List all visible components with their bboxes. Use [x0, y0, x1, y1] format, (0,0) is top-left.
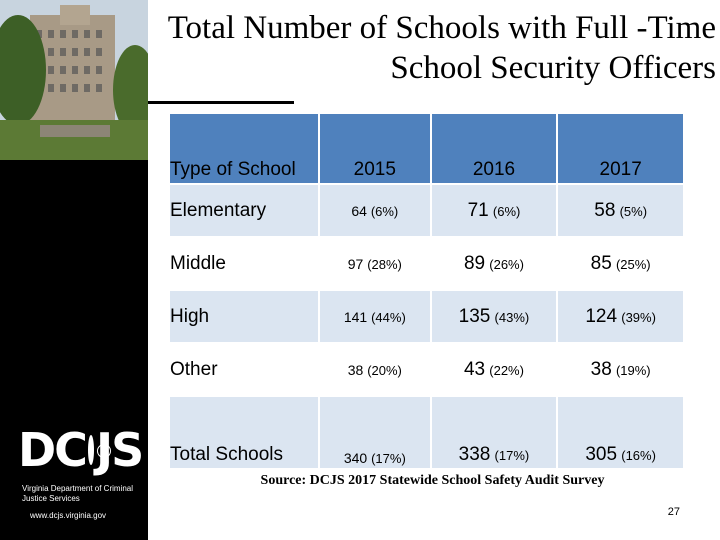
dcjs-logo: DC JS	[18, 423, 144, 477]
cell-2015: 340 (17%)	[320, 397, 432, 470]
table-row: Middle 97 (28%) 89 (26%) 85 (25%)	[170, 238, 685, 291]
percent: (22%)	[489, 362, 524, 378]
percent: (39%)	[621, 309, 656, 325]
row-label: Total Schools	[170, 397, 320, 470]
title-divider	[148, 101, 294, 104]
row-label: High	[170, 291, 320, 344]
cell-2015: 38 (20%)	[320, 344, 432, 397]
percent: (43%)	[494, 309, 530, 325]
cell-2016: 338 (17%)	[431, 397, 559, 470]
cell-2015: 141 (44%)	[320, 291, 432, 344]
count: 340	[343, 450, 368, 466]
count: 141	[343, 308, 368, 325]
count: 97	[347, 255, 364, 272]
sidebar: DC JS Virginia Department of Criminal Ju…	[0, 0, 148, 540]
cell-2016: 71 (6%)	[431, 185, 559, 238]
security-officers-table: Type of School 2015 2016 2017 Elementary…	[170, 114, 685, 470]
percent: (17%)	[371, 451, 406, 466]
percent: (28%)	[367, 256, 402, 272]
department-name: Virginia Department of Criminal Justice …	[22, 484, 134, 503]
header-2017: 2017	[558, 114, 685, 185]
cell-2017: 124 (39%)	[558, 291, 685, 344]
percent: (6%)	[370, 203, 399, 219]
count: 124	[585, 305, 618, 327]
header-2015: 2015	[320, 114, 432, 185]
row-label: Other	[170, 344, 320, 397]
table-row: Elementary 64 (6%) 71 (6%) 58 (5%)	[170, 185, 685, 238]
cell-2015: 64 (6%)	[320, 185, 432, 238]
source-note: Source: DCJS 2017 Statewide School Safet…	[260, 473, 605, 488]
cell-2016: 135 (43%)	[431, 291, 559, 344]
cell-2017: 38 (19%)	[558, 344, 685, 397]
table-row: High 141 (44%) 135 (43%) 124 (39%)	[170, 291, 685, 344]
count: 89	[463, 252, 486, 274]
count: 135	[458, 305, 491, 327]
slide-title: Total Number of Schools with Full -Time …	[167, 10, 716, 86]
count: 58	[594, 199, 616, 221]
cell-2017: 58 (5%)	[558, 185, 685, 238]
cell-2016: 89 (26%)	[431, 238, 559, 291]
percent: (26%)	[489, 256, 524, 272]
percent: (20%)	[367, 362, 402, 378]
website-link[interactable]: www.dcjs.virginia.gov	[30, 511, 107, 520]
count: 43	[463, 358, 486, 380]
building-photo	[0, 0, 148, 160]
percent: (25%)	[615, 256, 651, 272]
cell-2016: 43 (22%)	[431, 344, 559, 397]
virginia-seal-icon	[87, 435, 111, 465]
table-row: Other 38 (20%) 43 (22%) 38 (19%)	[170, 344, 685, 397]
percent: (17%)	[494, 448, 530, 463]
percent: (19%)	[615, 362, 651, 378]
header-2016: 2016	[431, 114, 559, 185]
logo-text-left: DC	[18, 423, 88, 477]
cell-2015: 97 (28%)	[320, 238, 432, 291]
count: 38	[347, 361, 364, 378]
count: 305	[585, 444, 618, 465]
row-label: Middle	[170, 238, 320, 291]
cell-2017: 85 (25%)	[558, 238, 685, 291]
header-type-of-school: Type of School	[170, 114, 320, 185]
row-label: Elementary	[170, 185, 320, 238]
count: 85	[590, 252, 612, 274]
cell-2017: 305 (16%)	[558, 397, 685, 470]
percent: (44%)	[371, 309, 406, 325]
count: 64	[351, 202, 367, 219]
percent: (5%)	[619, 203, 648, 219]
table-header-row: Type of School 2015 2016 2017	[170, 114, 685, 185]
count: 338	[458, 444, 491, 465]
count: 38	[590, 358, 612, 380]
building-photo-art	[0, 0, 148, 160]
percent: (6%)	[492, 203, 521, 219]
table-row-total: Total Schools 340 (17%) 338 (17%) 305 (1…	[170, 397, 685, 470]
page-number: 27	[667, 506, 680, 518]
percent: (16%)	[621, 448, 656, 463]
count: 71	[467, 199, 489, 221]
